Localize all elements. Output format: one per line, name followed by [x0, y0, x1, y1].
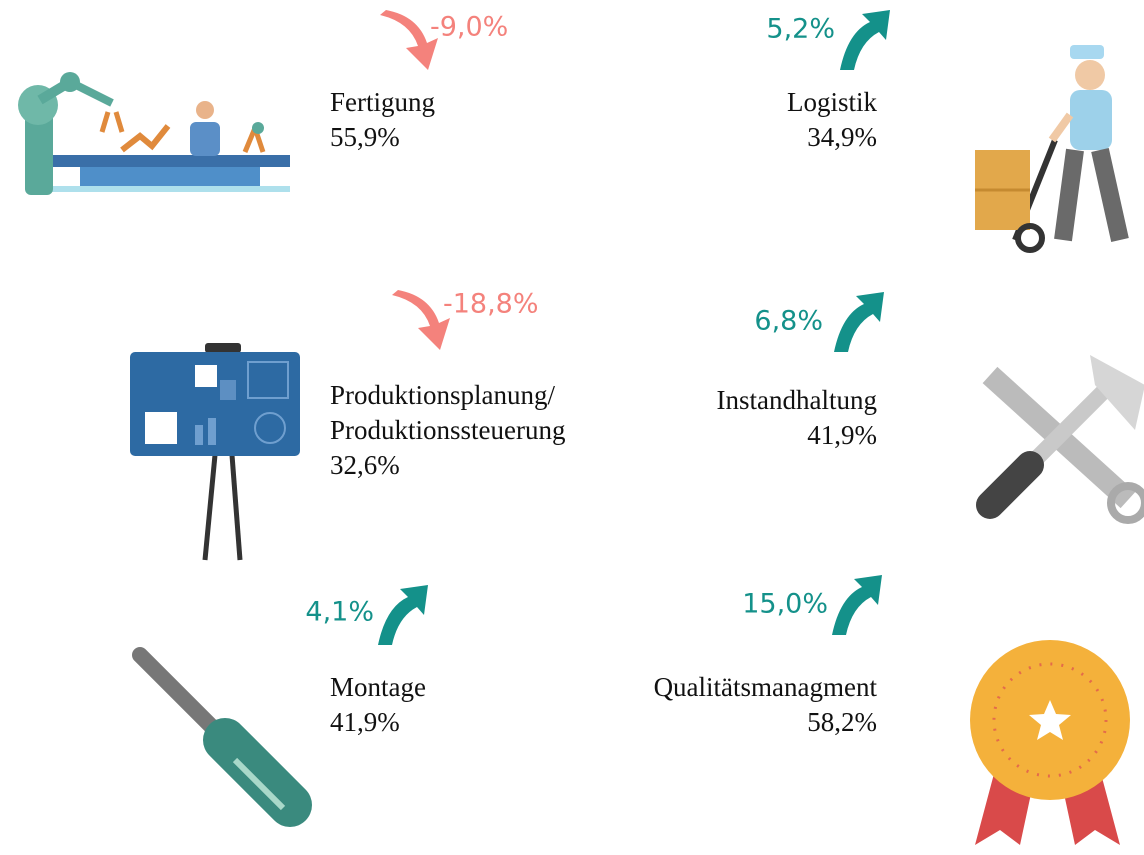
share-value: 41,9% — [807, 420, 877, 450]
change-value: 6,8% — [754, 306, 823, 337]
share-value: 41,9% — [330, 707, 400, 737]
quality-icon — [970, 640, 1130, 845]
share-value: 58,2% — [807, 707, 877, 737]
arrow-up — [832, 575, 882, 635]
share-value: 32,6% — [330, 450, 400, 480]
category-label: Instandhaltung — [717, 385, 877, 415]
arrow-up — [834, 292, 884, 352]
change-value: 15,0% — [742, 589, 828, 620]
change-value: -9,0% — [430, 12, 508, 43]
arrow-up — [840, 10, 890, 70]
category-label: Fertigung — [330, 87, 435, 117]
arrow-up — [378, 585, 428, 645]
category-label: Montage — [330, 672, 426, 702]
manufacturing-icon — [18, 72, 290, 195]
category-label: Produktionssteuerung — [330, 415, 566, 445]
change-value: -18,8% — [443, 289, 539, 320]
category-label: Logistik — [787, 87, 878, 117]
category-label: Produktionsplanung/ — [330, 380, 556, 410]
share-value: 34,9% — [807, 122, 877, 152]
change-value: 4,1% — [305, 597, 374, 628]
maintenance-icon — [990, 355, 1144, 520]
planning-icon — [130, 343, 300, 560]
category-label: Qualitätsmanagment — [654, 672, 878, 702]
infographic: -9,0% Fertigung 55,9% 5,2% Logistik 34,9% -18,… — [0, 0, 1144, 855]
change-value: 5,2% — [766, 14, 835, 45]
assembly-icon — [140, 655, 290, 808]
share-value: 55,9% — [330, 122, 400, 152]
arrow-down — [392, 290, 450, 350]
logistics-icon — [975, 45, 1120, 250]
